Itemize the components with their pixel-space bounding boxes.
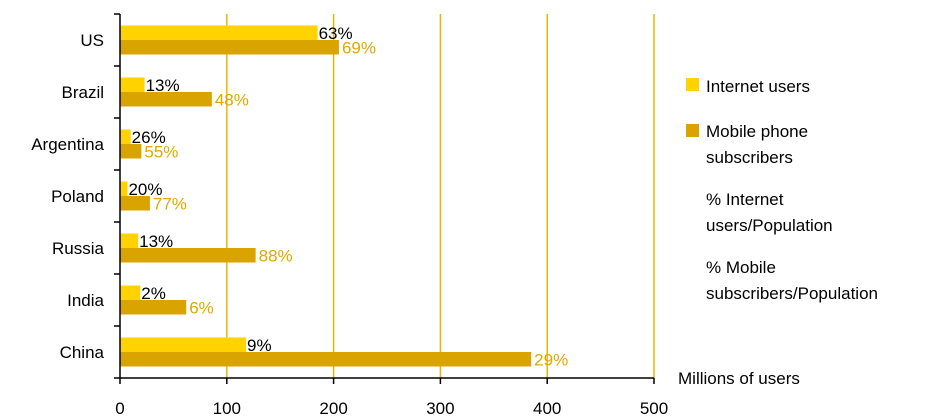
x-tick-label: 100: [213, 399, 241, 417]
pct-internet-label: 26%: [132, 128, 166, 147]
pct-internet-label: 20%: [128, 180, 162, 199]
category-label: US: [80, 31, 104, 50]
legend-swatch: [686, 124, 699, 137]
bar-mobile-subscribers: [120, 196, 150, 211]
pct-mobile-label: 77%: [153, 195, 187, 214]
grid-lines: [226, 14, 655, 378]
legend-label: Mobile phone: [706, 122, 808, 141]
category-label: India: [67, 291, 104, 310]
bar-mobile-subscribers: [120, 40, 339, 55]
pct-internet-label: 2%: [141, 284, 166, 303]
x-tick-label: 0: [115, 399, 124, 417]
legend-swatch: [686, 78, 699, 91]
axes: [114, 13, 654, 379]
x-tick-label: 500: [640, 399, 668, 417]
legend-label: subscribers: [706, 148, 793, 167]
pct-mobile-label: 29%: [534, 351, 568, 370]
legend: Internet users Mobile phone subscribers % I…: [686, 77, 878, 303]
pct-internet-label: 13%: [146, 76, 180, 95]
legend-label: % Mobile: [706, 258, 776, 277]
bar-internet-users: [120, 77, 145, 92]
pct-mobile-label: 6%: [189, 299, 214, 318]
bar-internet-users: [120, 181, 128, 196]
bar-internet-users: [120, 337, 247, 352]
pct-internet-label: 63%: [319, 24, 353, 43]
bar-internet-users: [120, 285, 141, 300]
bar-mobile-subscribers: [120, 352, 532, 367]
pct-internet-label: 9%: [247, 336, 272, 355]
category-label: Argentina: [31, 135, 104, 154]
bar-mobile-subscribers: [120, 92, 212, 107]
category-label: Poland: [51, 187, 104, 206]
pct-mobile-label: 88%: [259, 247, 293, 266]
bars: [120, 25, 532, 367]
pct-mobile-label: 69%: [342, 39, 376, 58]
bar-mobile-subscribers: [120, 300, 187, 315]
bar-mobile-subscribers: [120, 144, 142, 159]
x-axis-title: Millions of users: [678, 369, 800, 388]
pct-mobile-label: 48%: [215, 91, 249, 110]
x-tick-label: 300: [426, 399, 454, 417]
bar-internet-users: [120, 233, 139, 248]
category-label: Brazil: [61, 83, 104, 102]
legend-label: % Internet: [706, 190, 784, 209]
x-tick-label: 400: [533, 399, 561, 417]
pct-internet-label: 13%: [139, 232, 173, 251]
percent-labels: 63%69% 13% 48% 26%55% 20%77% 13% 88% 2% 6% 9% 29%: [128, 24, 568, 370]
bar-internet-users: [120, 25, 318, 40]
x-tick-label: 200: [319, 399, 347, 417]
category-label: Russia: [52, 239, 105, 258]
legend-label: Internet users: [706, 77, 810, 96]
legend-label: users/Population: [706, 216, 833, 235]
x-ticks: 0 100 200 300 400 500: [115, 378, 668, 417]
legend-label: subscribers/Population: [706, 284, 878, 303]
category-label: China: [60, 343, 105, 362]
bar-mobile-subscribers: [120, 248, 256, 263]
bar-internet-users: [120, 129, 131, 144]
pct-mobile-label: 55%: [144, 143, 178, 162]
category-labels: US Brazil Argentina Poland Russia India China: [31, 31, 104, 362]
